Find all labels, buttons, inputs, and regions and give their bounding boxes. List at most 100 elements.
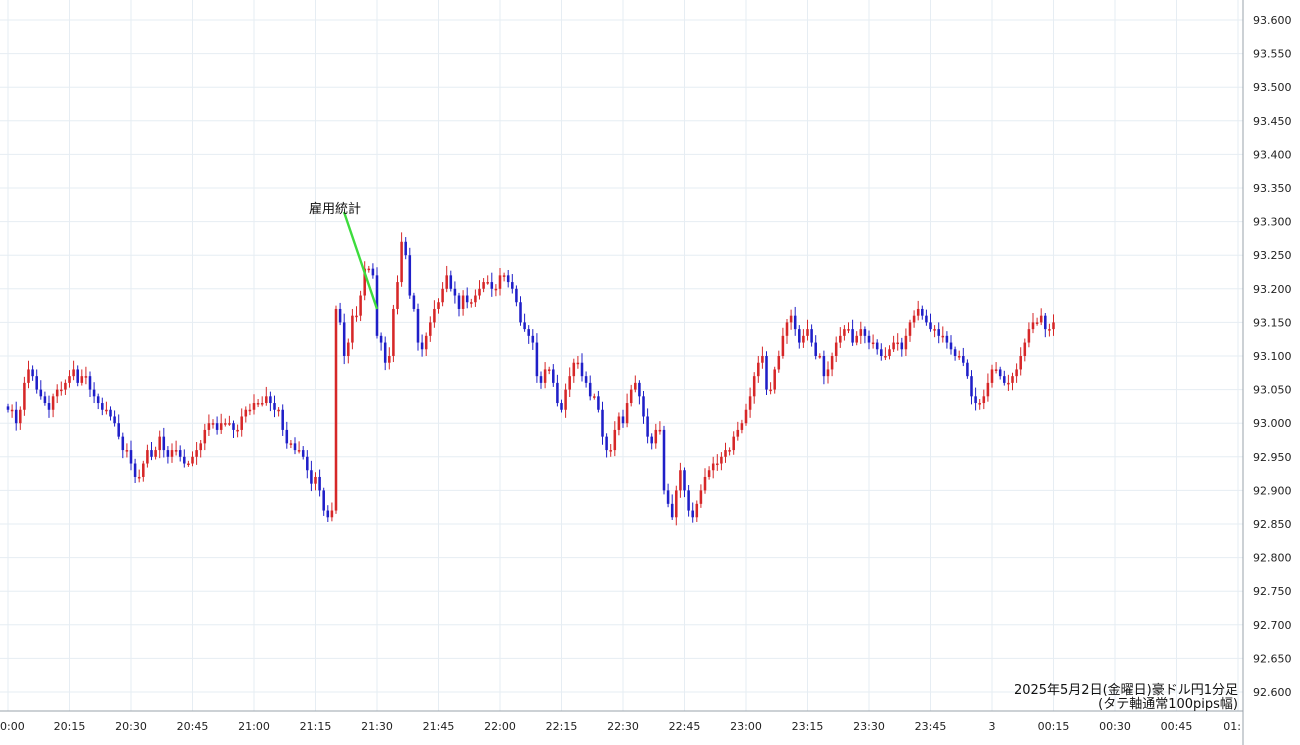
y-tick-label: 93.150 <box>1253 316 1292 329</box>
candle-body <box>736 429 740 437</box>
candle-body <box>92 389 96 397</box>
candle-body <box>699 490 703 504</box>
candle-body <box>228 423 231 425</box>
y-tick-label: 93.200 <box>1253 283 1292 296</box>
candle-body <box>629 389 633 404</box>
candle-body <box>691 510 694 518</box>
candle-body <box>925 315 928 323</box>
candle-body <box>273 403 276 410</box>
candle-body <box>839 335 842 343</box>
candle-body <box>740 423 744 430</box>
candle-body <box>80 376 84 383</box>
candle-body <box>900 342 904 350</box>
candle-body <box>666 490 670 504</box>
candle-body <box>757 362 760 377</box>
candle-body <box>207 423 211 430</box>
candle-body <box>433 308 436 323</box>
candle-body <box>478 288 481 296</box>
candle-body <box>191 456 194 464</box>
x-tick-label: 23:30 <box>853 720 885 733</box>
candle-body <box>867 335 871 343</box>
candle-body <box>486 282 489 284</box>
candle-body <box>14 409 18 424</box>
candle-body <box>137 476 141 479</box>
candle-body <box>330 510 334 518</box>
candle-body <box>994 369 998 371</box>
candle-body <box>974 396 977 404</box>
candle-body <box>260 403 264 405</box>
candle-body <box>306 456 309 471</box>
candle-body <box>716 463 719 466</box>
candle-body <box>515 288 518 303</box>
candle-body <box>990 369 994 383</box>
y-tick-label: 93.100 <box>1253 350 1292 363</box>
candle-body <box>72 369 75 377</box>
caption-line-2: (タテ軸通常100pips幅) <box>1098 697 1238 712</box>
candle-body <box>117 423 120 437</box>
candle-body <box>396 282 399 309</box>
candle-body <box>572 362 576 377</box>
candle-body <box>19 409 22 424</box>
y-tick-label: 92.600 <box>1253 686 1292 699</box>
candle-body <box>465 295 469 303</box>
candle-body <box>822 356 826 377</box>
candle-body <box>256 403 260 405</box>
candle-body <box>293 443 297 451</box>
candle-body <box>601 409 604 437</box>
candle-body <box>310 470 313 484</box>
candle-body <box>494 288 498 291</box>
y-tick-label: 93.250 <box>1253 249 1292 262</box>
candle-body <box>1007 382 1010 385</box>
candle-body <box>752 376 756 397</box>
candle-body <box>68 376 71 383</box>
candle-body <box>818 356 822 358</box>
candle-body <box>834 342 838 356</box>
candle-body <box>199 443 202 451</box>
candle-body <box>793 315 797 330</box>
candle-body <box>187 463 190 466</box>
candle-body <box>908 322 912 336</box>
candle-body <box>392 308 395 356</box>
y-tick-label: 93.300 <box>1253 216 1292 229</box>
candle-body <box>785 322 789 336</box>
candle-body <box>359 295 362 316</box>
candle-body <box>322 490 325 511</box>
chart-caption: 2025年5月2日(金曜日)豪ドル円1分足 (タテ軸通常100pips幅) <box>1014 682 1238 712</box>
y-tick-label: 93.400 <box>1253 148 1292 161</box>
candle-body <box>941 335 945 338</box>
candle-body <box>527 329 530 336</box>
candle-body <box>1023 342 1027 356</box>
candle-body <box>675 490 678 518</box>
y-tick-label: 92.800 <box>1253 552 1292 565</box>
candle-body <box>482 282 485 289</box>
x-tick-label: 22:00 <box>484 720 516 733</box>
y-tick-label: 93.600 <box>1253 14 1292 27</box>
y-tick-label: 92.650 <box>1253 652 1292 665</box>
candle-body <box>170 450 174 457</box>
candle-body <box>543 369 547 383</box>
candle-body <box>215 423 219 430</box>
y-tick-label: 93.450 <box>1253 115 1292 128</box>
candle-body <box>195 450 198 457</box>
candle-body <box>625 403 629 424</box>
candle-body <box>584 376 588 383</box>
candle-body <box>445 275 448 289</box>
x-tick-label: 00:30 <box>1099 720 1131 733</box>
candle-body <box>728 450 731 452</box>
x-tick-label: 00:45 <box>1161 720 1193 733</box>
candle-body <box>39 389 43 397</box>
y-tick-label: 92.950 <box>1253 451 1292 464</box>
y-tick-label: 92.750 <box>1253 585 1292 598</box>
candle-body <box>281 409 284 430</box>
candle-body <box>523 322 526 330</box>
candle-body <box>490 282 494 289</box>
candle-body <box>568 376 571 390</box>
candle-body <box>232 423 235 430</box>
candle-body <box>113 416 116 424</box>
candle-body <box>150 450 153 457</box>
candle-body <box>240 416 243 430</box>
candle-body <box>1048 329 1051 331</box>
candle-body <box>429 322 432 336</box>
candle-body <box>539 376 543 383</box>
